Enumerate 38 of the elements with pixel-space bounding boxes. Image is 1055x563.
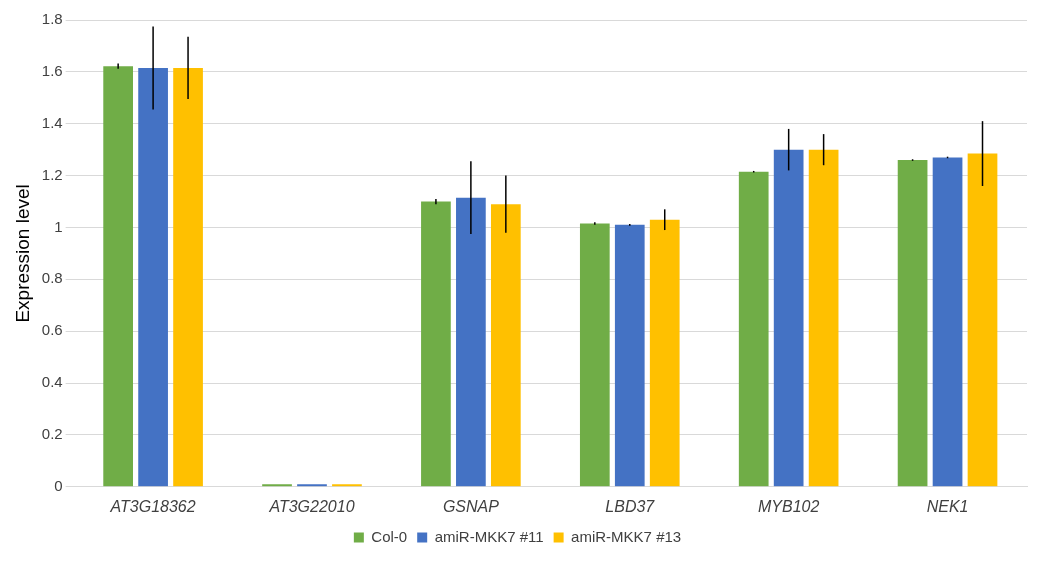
y-tick-label: 0.2: [41, 425, 63, 443]
bar: [456, 197, 486, 487]
y-tick-label: 1.4: [41, 113, 63, 131]
y-tick-label: 1.8: [41, 10, 63, 28]
bar: [262, 484, 292, 487]
x-tick-label: NEK1: [926, 497, 969, 515]
y-tick-label: 1.2: [41, 165, 63, 183]
x-tick-label: MYB102: [757, 497, 820, 515]
x-tick-label: AT3G22010: [268, 497, 355, 515]
bar: [138, 67, 168, 487]
bar: [738, 171, 769, 487]
y-tick-label: 0.6: [41, 321, 63, 339]
legend-label: amiR-MKK7 #11: [434, 527, 544, 545]
bar: [490, 204, 521, 487]
x-tick-label: AT3G18362: [109, 497, 196, 515]
bar: [967, 153, 998, 487]
bar: [173, 67, 203, 487]
legend-label: amiR-MKK7 #13: [571, 527, 682, 545]
bar: [421, 201, 451, 487]
x-tick-label: LBD37: [605, 497, 656, 515]
bar: [332, 484, 362, 487]
bar: [649, 219, 680, 487]
bar: [103, 66, 133, 487]
y-axis-title: Expression level: [11, 184, 33, 323]
y-tick-label: 0.8: [41, 269, 63, 287]
bar: [932, 157, 963, 487]
bar: [297, 484, 327, 487]
bar: [579, 223, 610, 487]
bar: [897, 160, 928, 487]
y-tick-label: 0.4: [41, 373, 63, 391]
y-tick-label: 1.6: [41, 62, 63, 80]
bar: [773, 149, 804, 487]
legend-label: Col-0: [371, 527, 408, 545]
y-tick-label: 1: [54, 217, 63, 235]
y-tick-label: 0: [54, 476, 63, 494]
bar: [614, 224, 645, 487]
x-tick-label: GSNAP: [442, 497, 500, 515]
bar: [808, 149, 839, 487]
